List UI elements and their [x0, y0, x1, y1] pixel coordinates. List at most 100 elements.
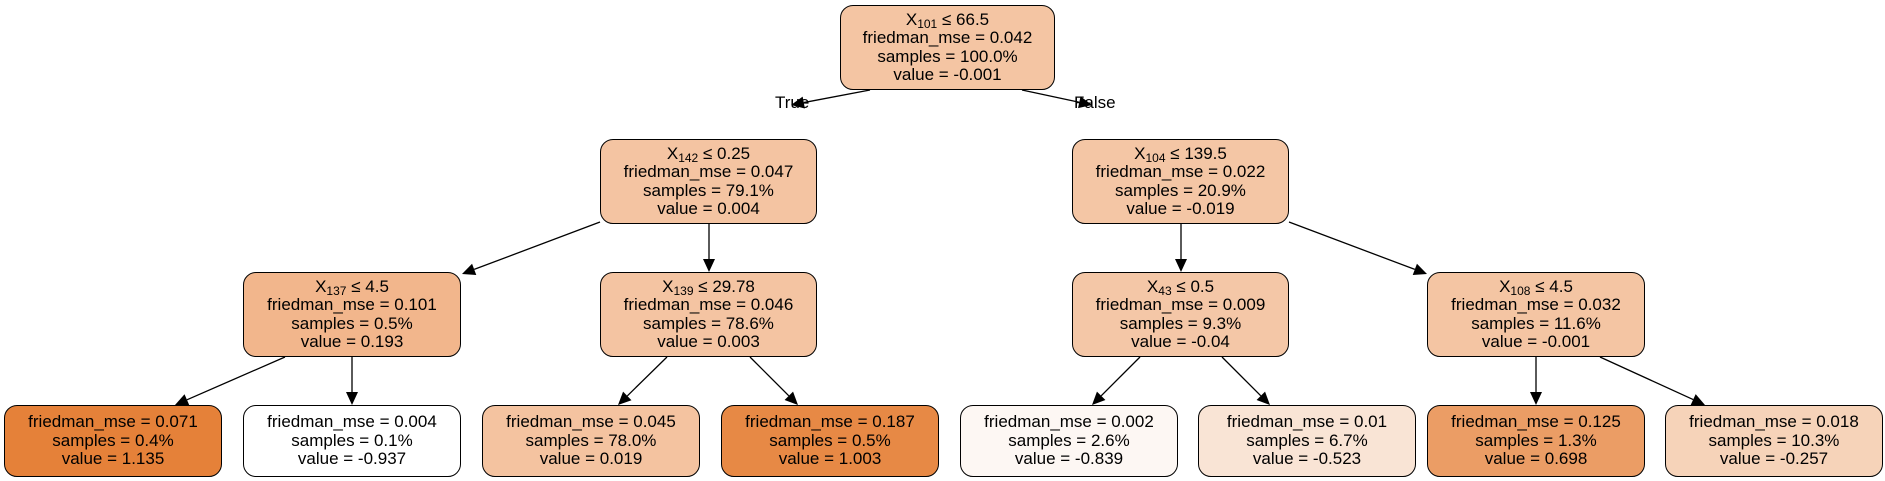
edge-line [1221, 356, 1262, 397]
arrowhead-icon [462, 263, 477, 276]
split-feature-index: 101 [917, 16, 938, 31]
node-value: value = 0.698 [1484, 449, 1588, 469]
node-friedman-mse: friedman_mse = 0.042 [862, 28, 1033, 47]
arrowhead-icon [791, 96, 805, 109]
node-samples: samples = 1.3% [1475, 430, 1597, 450]
arrowhead-icon [1256, 391, 1270, 405]
split-feature: X [905, 9, 918, 29]
node-split-condition: X104 ≤ 139.5 [1134, 143, 1227, 165]
arrowhead-icon [1175, 259, 1187, 272]
arrowhead-icon [1412, 263, 1427, 276]
split-feature-index: 43 [1158, 283, 1172, 298]
node-friedman-mse: friedman_mse = 0.101 [267, 295, 437, 314]
edge-3-8 [346, 357, 358, 405]
edge-5-11 [1092, 356, 1141, 405]
split-threshold: 66.5 [956, 9, 990, 29]
edge-1-3 [462, 221, 601, 276]
tree-node-5: X43 ≤ 0.5 friedman_mse = 0.009 samples = 9… [1072, 272, 1289, 357]
node-samples: samples = 20.9% [1115, 180, 1246, 200]
tree-node-9: friedman_mse = 0.045 samples = 78.0% value… [482, 405, 700, 477]
edge-3-7 [175, 356, 286, 406]
node-friedman-mse: friedman_mse = 0.018 [1689, 412, 1859, 432]
node-value: value = -0.839 [1014, 449, 1124, 469]
edge-line [1288, 221, 1416, 271]
node-friedman-mse: friedman_mse = 0.125 [1451, 412, 1621, 432]
split-feature-index: 139 [673, 283, 694, 298]
edge-label-false: False [1074, 93, 1116, 112]
split-feature-index: 142 [678, 150, 699, 165]
tree-node-1: X142 ≤ 0.25 friedman_mse = 0.047 samples =… [600, 139, 817, 224]
arrowhead-icon [1690, 394, 1705, 406]
arrowhead-icon [703, 259, 715, 272]
split-feature-index: 108 [1510, 283, 1531, 298]
node-value: value = 0.003 [657, 332, 760, 351]
split-threshold: 4.5 [365, 276, 389, 296]
node-friedman-mse: friedman_mse = 0.045 [506, 412, 676, 432]
edge-line [749, 356, 790, 397]
edge-line [186, 356, 286, 401]
node-samples: samples = 10.3% [1708, 430, 1840, 450]
split-threshold: 29.78 [712, 276, 755, 296]
split-feature-index: 104 [1145, 150, 1166, 165]
node-value: value = -0.019 [1126, 199, 1235, 218]
tree-node-10: friedman_mse = 0.187 samples = 0.5% value … [721, 405, 939, 477]
node-friedman-mse: friedman_mse = 0.187 [745, 412, 915, 432]
node-value: value = -0.001 [1481, 332, 1591, 351]
split-threshold: 4.5 [1549, 276, 1573, 296]
split-threshold: 139.5 [1184, 143, 1227, 163]
node-friedman-mse: friedman_mse = 0.046 [623, 295, 794, 314]
node-samples: samples = 78.0% [525, 430, 657, 450]
tree-node-3: X137 ≤ 4.5 friedman_mse = 0.101 samples = … [243, 272, 461, 357]
split-operator: ≤ [351, 276, 361, 296]
node-split-condition: X43 ≤ 0.5 [1147, 277, 1214, 298]
edge-line [1100, 356, 1141, 397]
arrowhead-icon [618, 391, 632, 405]
split-feature: X [1499, 276, 1511, 296]
node-value: value = 0.019 [539, 449, 643, 469]
arrowhead-icon [175, 394, 190, 406]
edge-4-9 [618, 356, 668, 405]
node-friedman-mse: friedman_mse = 0.022 [1095, 162, 1266, 181]
arrowhead-icon [346, 392, 358, 405]
edge-2-5 [1175, 224, 1187, 272]
node-value: value = 1.135 [61, 449, 165, 469]
tree-node-7: friedman_mse = 0.071 samples = 0.4% value … [4, 405, 222, 477]
arrowhead-icon [784, 391, 798, 405]
arrowhead-icon [1078, 96, 1092, 109]
edge-line [1599, 356, 1694, 401]
split-operator: ≤ [1170, 143, 1180, 163]
tree-node-11: friedman_mse = 0.002 samples = 2.6% value … [960, 405, 1178, 477]
edge-5-12 [1221, 356, 1270, 405]
edge-6-14 [1599, 356, 1705, 406]
tree-node-8: friedman_mse = 0.004 samples = 0.1% value … [243, 405, 461, 477]
node-value: value = 0.193 [300, 332, 404, 351]
split-operator: ≤ [941, 9, 952, 29]
node-samples: samples = 9.3% [1119, 313, 1242, 333]
tree-node-13: friedman_mse = 0.125 samples = 1.3% value … [1427, 405, 1645, 477]
node-samples: samples = 2.6% [1008, 430, 1130, 450]
edge-line [473, 221, 601, 271]
split-feature: X [666, 143, 679, 163]
edge-1-4 [703, 224, 715, 272]
split-operator: ≤ [1535, 276, 1545, 296]
split-feature-index: 137 [326, 283, 347, 298]
node-samples: samples = 11.6% [1471, 313, 1601, 333]
node-samples: samples = 0.1% [291, 430, 413, 450]
arrowhead-icon [1530, 392, 1542, 405]
node-value: value = -0.04 [1131, 332, 1230, 351]
node-split-condition: X108 ≤ 4.5 [1499, 276, 1573, 298]
node-samples: samples = 100.0% [877, 46, 1018, 66]
node-value: value = -0.001 [893, 65, 1002, 84]
node-samples: samples = 0.5% [769, 430, 891, 450]
node-friedman-mse: friedman_mse = 0.047 [623, 162, 794, 181]
node-split-condition: X137 ≤ 4.5 [315, 276, 389, 298]
node-friedman-mse: friedman_mse = 0.01 [1226, 412, 1388, 432]
node-split-condition: X139 ≤ 29.78 [662, 276, 755, 298]
node-value: value = -0.257 [1719, 449, 1829, 469]
node-value: value = -0.523 [1252, 449, 1362, 469]
split-feature: X [1134, 143, 1146, 163]
node-samples: samples = 79.1% [643, 180, 774, 200]
node-samples: samples = 78.6% [643, 313, 774, 333]
